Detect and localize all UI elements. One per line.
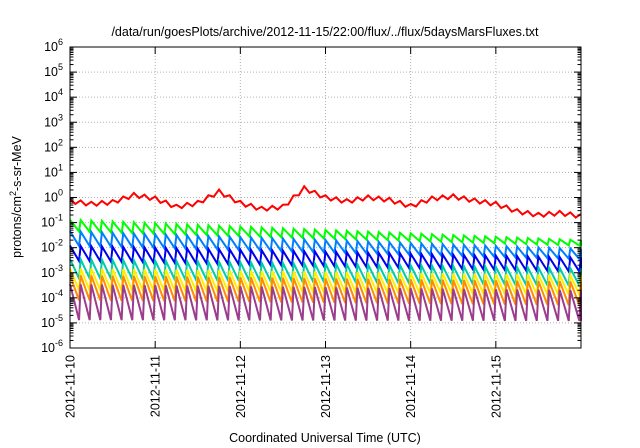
y-tick-label: 106 (44, 37, 63, 54)
y-axis-label-rest: -s-sr-MeV (10, 135, 24, 191)
series-group (69, 184, 582, 322)
x-tick-label: 2012-11-12 (234, 355, 248, 418)
y-tick-label: 102 (44, 137, 63, 154)
axis-ticks (69, 46, 581, 349)
x-tick-label: 2012-11-10 (64, 355, 78, 418)
y-tick-label: 10-4 (41, 288, 63, 305)
chart-title: /data/run/goesPlots/archive/2012-11-15/2… (111, 25, 539, 39)
x-tick-labels: 2012-11-10 2012-11-11 2012-11-12 2012-11-13… (64, 355, 504, 418)
y-tick-label: 10-6 (41, 338, 63, 355)
x-tick-label: 2012-11-11 (149, 355, 163, 417)
y-axis-label-base: protons/cm (10, 196, 24, 258)
y-axis-label-superscript: 2 (8, 191, 18, 196)
series-line-1 (69, 184, 582, 219)
y-tick-label: 105 (44, 62, 63, 79)
y-tick-label: 10-3 (41, 263, 63, 280)
y-tick-label: 100 (44, 188, 63, 205)
series-line-8 (69, 283, 582, 322)
series-line-3 (69, 228, 582, 262)
series-line-6 (69, 267, 582, 299)
y-tick-label: 10-1 (41, 213, 63, 230)
series-line-4 (69, 242, 582, 275)
series-line-2 (69, 217, 582, 248)
y-tick-label: 103 (44, 112, 63, 129)
y-tick-label: 10-2 (41, 238, 63, 255)
y-tick-label: 101 (44, 162, 63, 179)
series-line-7 (69, 274, 582, 306)
y-tick-label: 104 (44, 87, 63, 104)
x-axis-label: Coordinated Universal Time (UTC) (229, 431, 421, 445)
x-tick-label: 2012-11-15 (489, 355, 503, 418)
x-tick-label: 2012-11-14 (404, 355, 418, 418)
series-line-5 (69, 255, 582, 290)
y-tick-labels: 10-6 10-5 10-4 10-3 10-2 10-1 100 101 102 103 104 1… (41, 37, 63, 355)
x-tick-label: 2012-11-13 (319, 355, 333, 418)
y-axis-label: protons/cm2-s-sr-MeV (8, 135, 24, 257)
y-tick-label: 10-5 (41, 313, 63, 330)
